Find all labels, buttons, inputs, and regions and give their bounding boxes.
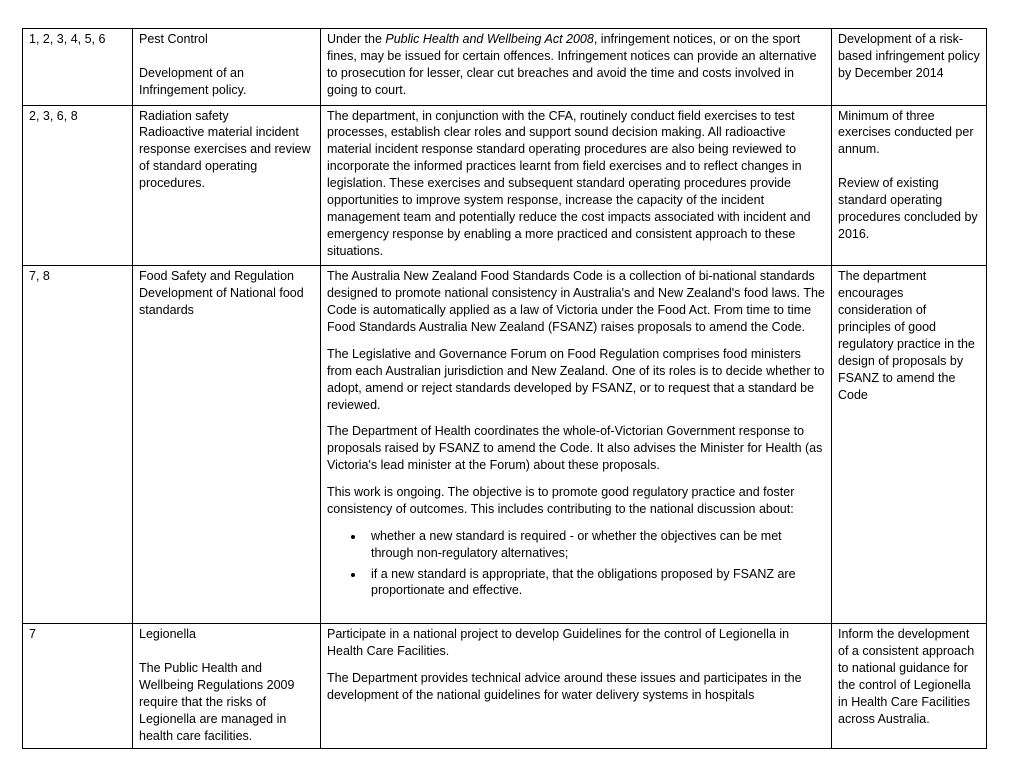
table-row: 7, 8Food Safety and RegulationDevelopmen…: [23, 266, 987, 624]
topic-line: Radioactive material incident response e…: [139, 124, 314, 192]
outcome-cell: Minimum of three exercises conducted per…: [832, 105, 987, 266]
outcome-line: Inform the development of a consistent a…: [838, 626, 980, 727]
outcome-cell: The department encourages consideration …: [832, 266, 987, 624]
topic-cell: Legionella The Public Health and Wellbei…: [133, 624, 321, 749]
outcome-line: Development of a risk-based infringement…: [838, 31, 980, 82]
description-paragraph: The Department of Health coordinates the…: [327, 423, 825, 474]
topic-line: [139, 643, 314, 660]
reference-cell: 7: [23, 624, 133, 749]
description-paragraph: Under the Public Health and Wellbeing Ac…: [327, 31, 825, 99]
description-paragraph: The Department provides technical advice…: [327, 670, 825, 704]
description-paragraph: The Legislative and Governance Forum on …: [327, 346, 825, 414]
description-paragraph: Participate in a national project to dev…: [327, 626, 825, 660]
description-paragraph: This work is ongoing. The objective is t…: [327, 484, 825, 518]
outcome-line: Minimum of three exercises conducted per…: [838, 108, 980, 159]
topic-line: Development of an Infringement policy.: [139, 65, 314, 99]
topic-line: Development of National food standards: [139, 285, 314, 319]
description-cell: The Australia New Zealand Food Standards…: [321, 266, 832, 624]
description-bullet-item: if a new standard is appropriate, that t…: [365, 566, 825, 600]
topic-line: Legionella: [139, 626, 314, 643]
outcome-cell: Inform the development of a consistent a…: [832, 624, 987, 749]
outcome-line: The department encourages consideration …: [838, 268, 980, 403]
page: 1, 2, 3, 4, 5, 6Pest Control Development…: [0, 0, 1009, 767]
table-row: 7Legionella The Public Health and Wellbe…: [23, 624, 987, 749]
topic-cell: Radiation safetyRadioactive material inc…: [133, 105, 321, 266]
topic-cell: Food Safety and RegulationDevelopment of…: [133, 266, 321, 624]
topic-line: [139, 48, 314, 65]
reference-cell: 2, 3, 6, 8: [23, 105, 133, 266]
topic-line: Food Safety and Regulation: [139, 268, 314, 285]
regulation-table: 1, 2, 3, 4, 5, 6Pest Control Development…: [22, 28, 987, 749]
reference-cell: 7, 8: [23, 266, 133, 624]
spacer: [327, 603, 825, 619]
table-row: 2, 3, 6, 8Radiation safetyRadioactive ma…: [23, 105, 987, 266]
topic-line: Pest Control: [139, 31, 314, 48]
description-bullet-item: whether a new standard is required - or …: [365, 528, 825, 562]
reference-cell: 1, 2, 3, 4, 5, 6: [23, 29, 133, 106]
table-body: 1, 2, 3, 4, 5, 6Pest Control Development…: [23, 29, 987, 749]
topic-line: The Public Health and Wellbeing Regulati…: [139, 660, 314, 744]
description-cell: Under the Public Health and Wellbeing Ac…: [321, 29, 832, 106]
description-bullets: whether a new standard is required - or …: [327, 528, 825, 600]
description-paragraph: The Australia New Zealand Food Standards…: [327, 268, 825, 336]
outcome-cell: Development of a risk-based infringement…: [832, 29, 987, 106]
outcome-line: Review of existing standard operating pr…: [838, 175, 980, 243]
description-cell: The department, in conjunction with the …: [321, 105, 832, 266]
topic-cell: Pest Control Development of an Infringem…: [133, 29, 321, 106]
topic-line: Radiation safety: [139, 108, 314, 125]
description-cell: Participate in a national project to dev…: [321, 624, 832, 749]
outcome-line: [838, 158, 980, 175]
table-row: 1, 2, 3, 4, 5, 6Pest Control Development…: [23, 29, 987, 106]
description-paragraph: The department, in conjunction with the …: [327, 108, 825, 260]
